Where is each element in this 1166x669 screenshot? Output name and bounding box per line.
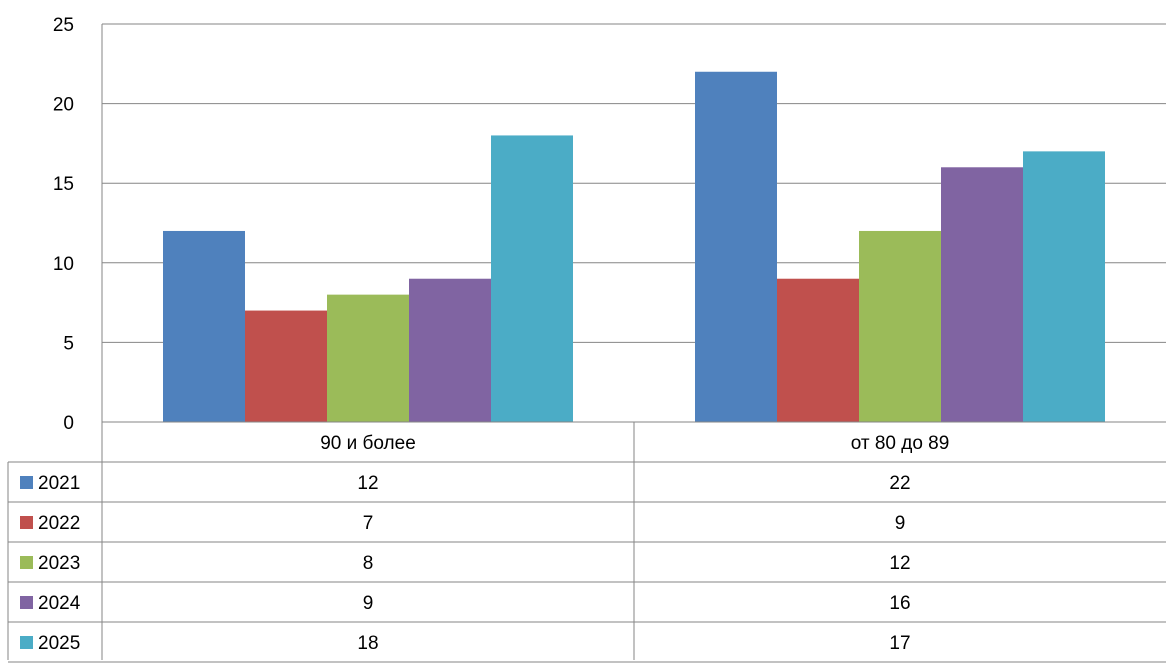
y-tick-label: 0 [63, 413, 74, 434]
bars [163, 71, 1105, 423]
table-cell-value: 12 [889, 553, 910, 574]
y-tick-label: 20 [53, 95, 74, 116]
table-cell-value: 22 [889, 473, 910, 494]
legend-key-2024 [20, 596, 33, 609]
table-cell-value: 9 [363, 593, 374, 614]
legend-key-2021 [20, 476, 33, 489]
series-name: 2022 [38, 513, 80, 534]
y-tick-labels: 0 5 10 15 20 25 [53, 15, 74, 434]
bar-2024-2 [941, 167, 1023, 422]
bar-2022-2 [777, 278, 859, 422]
series-name: 2025 [38, 633, 80, 654]
bar-2023-1 [327, 294, 409, 422]
table-cell-value: 17 [889, 633, 910, 654]
y-tick-label: 10 [53, 254, 74, 275]
table-cell-value: 16 [889, 593, 910, 614]
bar-2021-1 [163, 230, 245, 422]
bar-2021-2 [695, 71, 777, 422]
category-label: 90 и более [320, 433, 416, 454]
bar-2023-2 [859, 230, 941, 422]
y-tick-label: 5 [63, 333, 74, 354]
series-name: 2023 [38, 553, 80, 574]
table-cell-value: 18 [357, 633, 378, 654]
y-tick-label: 15 [53, 174, 74, 195]
legend-key-2023 [20, 556, 33, 569]
table-cell-value: 8 [363, 553, 374, 574]
series-name: 2021 [38, 473, 80, 494]
category-label: от 80 до 89 [851, 433, 950, 454]
table-cell-value: 7 [363, 513, 374, 534]
legend-key-2022 [20, 516, 33, 529]
bar-2022-1 [245, 310, 327, 422]
table-cell-value: 9 [895, 513, 906, 534]
bar-2024-1 [409, 278, 491, 422]
table-cell-value: 12 [357, 473, 378, 494]
bar-2025-1 [491, 135, 573, 422]
y-tick-label: 25 [53, 15, 74, 36]
data-table: 90 и более от 80 до 89 2021 12 22 2022 7 9 2023 8… [7, 422, 1166, 663]
legend-key-2025 [20, 636, 33, 649]
series-name: 2024 [38, 593, 81, 614]
bar-2025-2 [1023, 151, 1105, 423]
